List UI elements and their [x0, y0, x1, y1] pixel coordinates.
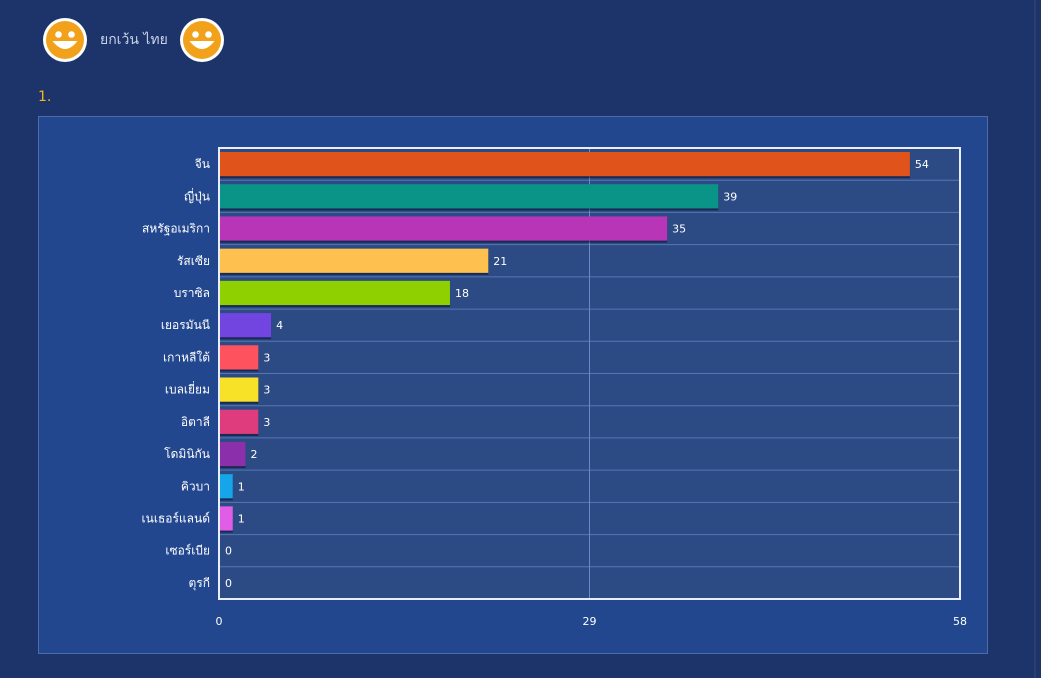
data-label: 1: [238, 512, 245, 525]
smiley-icon: [43, 18, 87, 62]
bar: [220, 216, 668, 241]
category-label: อิตาลี: [181, 415, 210, 429]
bar: [220, 313, 272, 338]
header: ยกเว้น ไทย: [42, 17, 225, 63]
data-label: 18: [455, 287, 469, 300]
category-label: สหรัฐอเมริกา: [142, 222, 210, 236]
bar: [220, 280, 450, 306]
data-label: 4: [276, 319, 283, 332]
bar: [220, 506, 233, 531]
plot-border: [218, 147, 961, 600]
data-label: 0: [225, 577, 232, 590]
category-label: จีน: [195, 157, 210, 171]
bar: [220, 474, 233, 499]
bar: [220, 184, 719, 209]
data-label: 1: [238, 480, 245, 493]
data-label: 0: [225, 545, 232, 558]
category-label: คิวบา: [181, 479, 210, 493]
category-label: เยอรมันนี: [161, 318, 210, 332]
category-label: ญี่ปุ่น: [184, 187, 210, 204]
data-label: 2: [251, 448, 258, 461]
data-label: 3: [263, 384, 270, 397]
category-label: เนเธอร์แลนด์: [142, 511, 210, 525]
category-label: รัสเซีย: [177, 254, 210, 268]
category-label: เกาหลีใต้: [163, 350, 210, 364]
bar: [220, 409, 259, 434]
header-text: ยกเว้น ไทย: [100, 32, 168, 48]
data-label: 35: [672, 223, 686, 236]
category-label: เซอร์เบีย: [165, 544, 210, 558]
category-label: เบลเยี่ยม: [165, 381, 210, 397]
category-label: ตุรกี: [188, 576, 210, 591]
x-tick-label: 29: [583, 615, 597, 628]
smiley-icon: [179, 18, 224, 62]
data-label: 39: [723, 190, 737, 203]
bar: [220, 345, 259, 370]
x-tick-label: 58: [953, 615, 967, 628]
bar: [220, 441, 246, 467]
x-tick-label: 0: [216, 615, 223, 628]
data-label: 54: [915, 158, 929, 171]
bar-chart: 0 29 5854จีน39ญี่ปุ่น35สหรัฐอเมริกา21รัสเซ…: [142, 147, 967, 628]
category-label: บราซิล: [174, 286, 210, 300]
data-label: 3: [263, 351, 270, 364]
category-label: โดมินิกัน: [164, 447, 210, 461]
bar: [220, 377, 259, 402]
data-label: 21: [493, 255, 507, 268]
bar: [220, 152, 910, 177]
question-number: 1.: [38, 89, 52, 105]
data-label: 3: [263, 416, 270, 429]
chart-panel: 0 29 58 54 จีน 39 ญี่ปุ่น 35 สหรัฐอเมริกา 21 รัสเซ…: [38, 116, 988, 654]
bar: [220, 248, 489, 273]
window-edge: [1034, 0, 1036, 678]
